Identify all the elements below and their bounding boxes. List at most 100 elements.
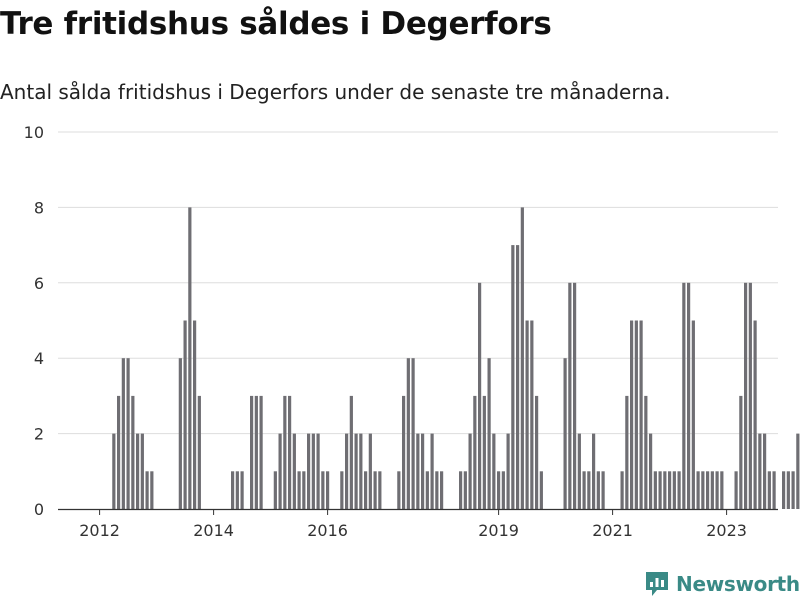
bar (273, 471, 277, 509)
bar (744, 282, 748, 509)
bar (150, 471, 154, 509)
bar (416, 433, 420, 509)
bar (321, 471, 325, 509)
bar (782, 471, 786, 509)
x-tick-label: 2023 (706, 521, 747, 540)
bar (193, 320, 197, 509)
bar (511, 245, 515, 509)
bar (658, 471, 662, 509)
brand-logo: Newsworthy (644, 569, 800, 599)
bar (525, 320, 529, 509)
bar (188, 207, 192, 509)
x-tick-label: 2012 (79, 521, 120, 540)
bar (492, 433, 496, 509)
bar (121, 358, 125, 509)
y-tick-label: 4 (34, 349, 44, 368)
bar (235, 471, 239, 509)
bar (772, 471, 776, 509)
bar (340, 471, 344, 509)
bar (112, 433, 116, 509)
bar (682, 282, 686, 509)
newsworthy-logo-icon (646, 572, 668, 596)
bar (706, 471, 710, 509)
bar (368, 433, 372, 509)
x-tick-label: 2019 (478, 521, 519, 540)
bar (131, 395, 135, 509)
bar (497, 471, 501, 509)
bar (539, 471, 543, 509)
bar (672, 471, 676, 509)
bar (677, 471, 681, 509)
y-tick-label: 8 (34, 198, 44, 217)
bar (126, 358, 130, 509)
bar (183, 320, 187, 509)
bar (292, 433, 296, 509)
bar (411, 358, 415, 509)
bar (763, 433, 767, 509)
bar (573, 282, 577, 509)
bar (117, 395, 121, 509)
bar (231, 471, 235, 509)
x-axis: 2012201420162019202120232025 (58, 508, 778, 540)
bar (345, 433, 349, 509)
bar (720, 471, 724, 509)
bar (254, 395, 258, 509)
bar (316, 433, 320, 509)
chart-subtitle: Antal sålda fritidshus i Degerfors under… (0, 80, 671, 104)
bar (739, 395, 743, 509)
x-tick-label: 2014 (193, 521, 234, 540)
bar (620, 471, 624, 509)
bar (568, 282, 572, 509)
bar (734, 471, 738, 509)
bar (482, 395, 486, 509)
bar (278, 433, 282, 509)
bar (535, 395, 539, 509)
y-tick-label: 10 (24, 123, 44, 142)
bar (715, 471, 719, 509)
bar (625, 395, 629, 509)
y-tick-label: 0 (34, 500, 44, 519)
bar (753, 320, 757, 509)
bar (468, 433, 472, 509)
bar (354, 433, 358, 509)
bar (791, 471, 795, 509)
bar (459, 471, 463, 509)
bar (425, 471, 429, 509)
bar (748, 282, 752, 509)
bar (587, 471, 591, 509)
bar (178, 358, 182, 509)
x-tick-label: 2016 (307, 521, 348, 540)
bar (283, 395, 287, 509)
bar (397, 471, 401, 509)
bar (516, 245, 520, 509)
bar (506, 433, 510, 509)
bar (463, 471, 467, 509)
y-axis-ticks: 0 2 4 6 8 10 (24, 123, 44, 519)
bar (297, 471, 301, 509)
bar (701, 471, 705, 509)
bar (530, 320, 534, 509)
bar (435, 471, 439, 509)
bar (478, 282, 482, 509)
bar (288, 395, 292, 509)
bar (758, 433, 762, 509)
grid-lines (58, 131, 778, 435)
bar (440, 471, 444, 509)
bar-series (112, 207, 800, 509)
bar (710, 471, 714, 509)
bar (649, 433, 653, 509)
bar (373, 471, 377, 509)
bar (136, 433, 140, 509)
bar (630, 320, 634, 509)
bar (687, 282, 691, 509)
bar (197, 395, 201, 509)
bar (563, 358, 567, 509)
bar (767, 471, 771, 509)
bar (577, 433, 581, 509)
bar (601, 471, 605, 509)
bar (582, 471, 586, 509)
brand-name: Newsworthy (676, 572, 800, 596)
bar (402, 395, 406, 509)
bar (240, 471, 244, 509)
